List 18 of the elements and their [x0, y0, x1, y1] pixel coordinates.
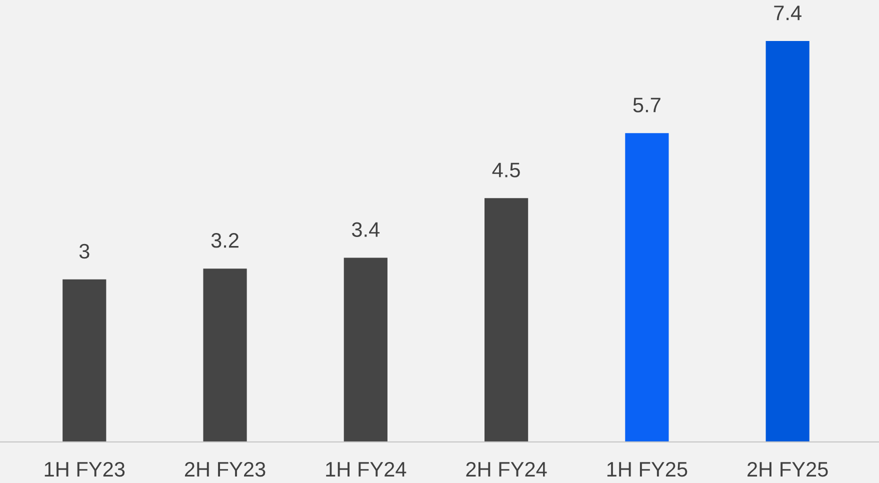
bar — [203, 268, 247, 442]
x-tick-label: 2H FY23 — [184, 462, 266, 477]
x-tick-label: 1H FY23 — [44, 462, 125, 477]
x-tick-label: 1H FY24 — [326, 462, 406, 476]
x-tick-label: 1H FY25 — [607, 462, 688, 477]
data-label: 7.4 — [774, 6, 802, 20]
data-label: 3.2 — [211, 233, 238, 248]
bar — [766, 41, 810, 442]
data-label: 5.7 — [633, 98, 660, 112]
x-tick-label: 2H FY24 — [466, 462, 547, 476]
bar — [484, 198, 528, 442]
bar — [625, 133, 669, 442]
x-tick-label: 2H FY25 — [748, 462, 828, 477]
bar — [62, 279, 106, 442]
data-label: 3 — [79, 244, 90, 259]
bar — [344, 258, 388, 442]
data-label: 4.5 — [492, 162, 520, 178]
data-label: 3.4 — [352, 222, 380, 237]
